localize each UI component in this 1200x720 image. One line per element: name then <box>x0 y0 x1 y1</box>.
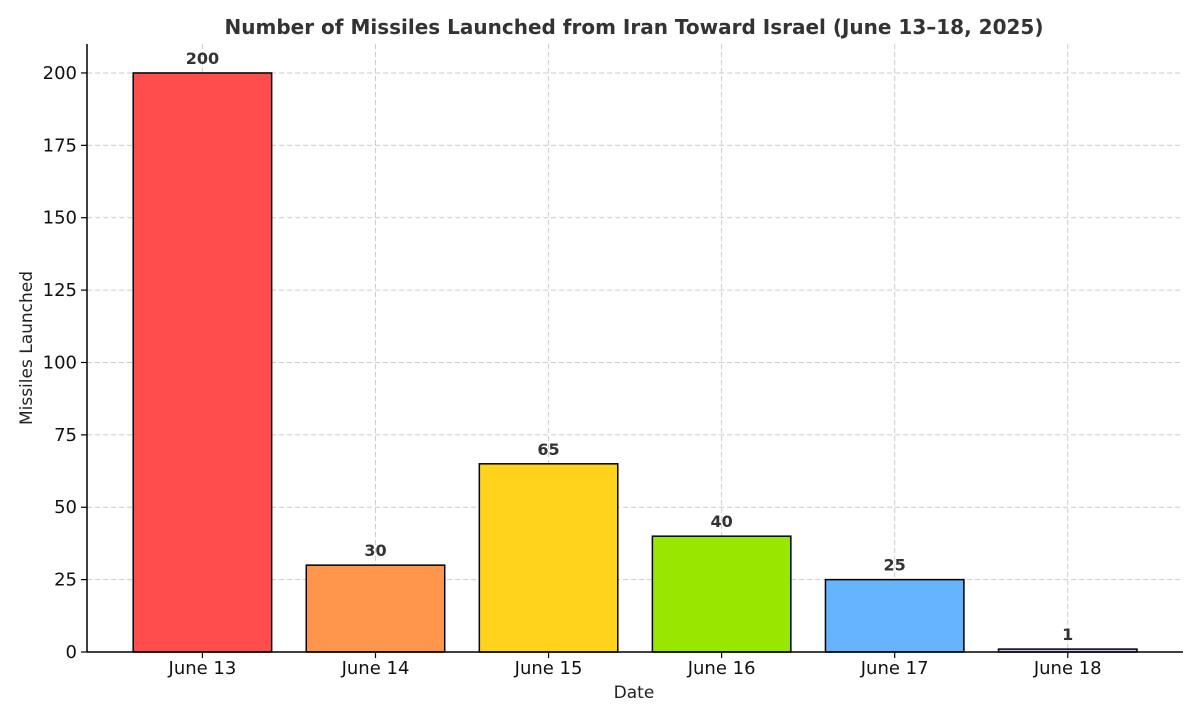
x-tick-label: June 14 <box>341 658 410 679</box>
data-label: 30 <box>364 541 386 560</box>
y-tick-label: 0 <box>66 642 77 663</box>
x-axis-label: Date <box>614 683 655 703</box>
data-label: 1 <box>1062 625 1073 644</box>
grid <box>87 44 1183 653</box>
data-label: 200 <box>186 49 219 68</box>
y-axis-label: Missiles Launched <box>17 271 37 425</box>
y-tick-label: 125 <box>43 280 77 301</box>
bar-june-17 <box>824 578 965 653</box>
y-tick-label: 175 <box>43 135 77 156</box>
x-tick-label: June 16 <box>687 658 756 679</box>
y-tick-label: 75 <box>54 425 77 446</box>
x-tick-label: June 17 <box>860 658 929 679</box>
data-label: 65 <box>537 440 559 459</box>
bar-june-15 <box>478 463 619 653</box>
axes <box>81 44 1183 658</box>
data-label: 40 <box>710 512 732 531</box>
bar-june-14 <box>305 564 446 653</box>
bar-june-13 <box>132 72 273 653</box>
y-tick-label: 100 <box>43 352 77 373</box>
x-tick-label: June 15 <box>514 658 583 679</box>
y-tick-label: 50 <box>54 497 77 518</box>
y-tick-label: 200 <box>43 63 77 84</box>
y-tick-label: 150 <box>43 208 77 229</box>
data-label: 25 <box>884 556 906 575</box>
y-tick-label: 25 <box>54 570 77 591</box>
x-tick-label: June 13 <box>168 658 237 679</box>
chart-title: Number of Missiles Launched from Iran To… <box>225 15 1044 39</box>
bar-june-16 <box>651 535 792 653</box>
x-tick-label: June 18 <box>1033 658 1102 679</box>
